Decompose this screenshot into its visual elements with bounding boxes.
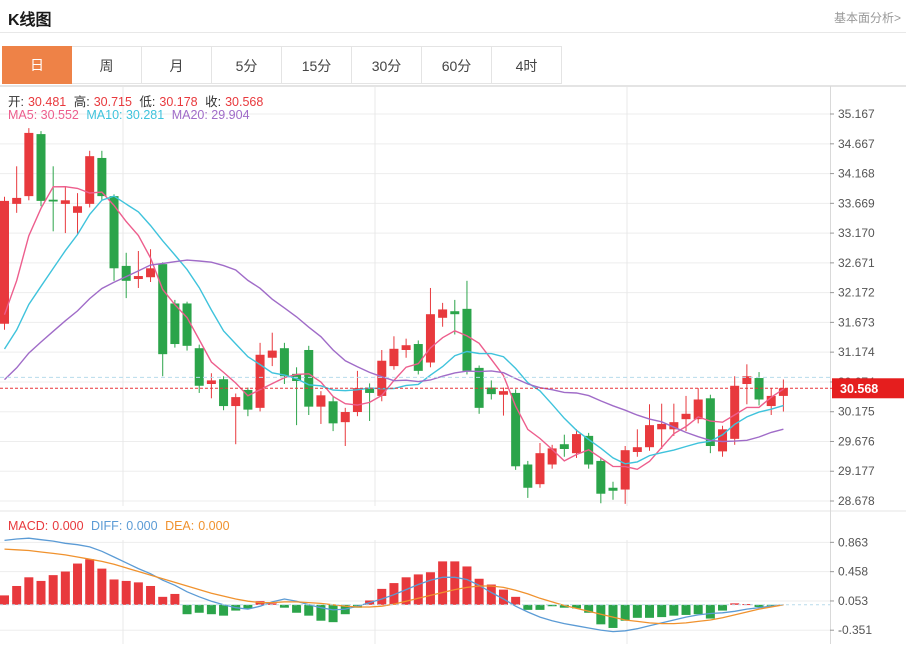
tab-15min[interactable]: 15分: [282, 46, 352, 84]
diff-label: DIFF:: [91, 519, 123, 533]
dea-value: 0.000: [198, 519, 230, 533]
chart-area: 35.167 34.667 34.168 33.669 33.170 32.671 32.1…: [0, 86, 906, 644]
close-label: 收:: [205, 95, 222, 109]
last-price-badge: 30.568: [830, 378, 904, 399]
svg-text:0.863: 0.863: [838, 535, 868, 549]
kline-chart[interactable]: 35.167 34.667 34.168 33.669 33.170 32.671 32.1…: [0, 86, 906, 644]
last-price-badge-text: 30.568: [840, 382, 878, 396]
svg-text:35.167: 35.167: [838, 107, 875, 121]
svg-text:33.669: 33.669: [838, 196, 875, 210]
ma-info-row: MA5: 30.552 MA10: 30.281 MA20: 29.904: [8, 108, 254, 122]
ma20-value: MA20: 29.904: [171, 108, 250, 122]
tab-week[interactable]: 周: [72, 46, 142, 84]
macd-histogram: [0, 559, 776, 628]
svg-text:29.177: 29.177: [838, 464, 875, 478]
high-value: 30.715: [93, 95, 132, 109]
ma5-line: [3, 185, 784, 471]
svg-text:31.174: 31.174: [838, 345, 875, 359]
y-axis: 35.167 34.667 34.168 33.669 33.170 32.671 32.1…: [830, 86, 875, 644]
diff-line: [4, 537, 784, 633]
close-value: 30.568: [225, 95, 264, 109]
macd-info-row: MACD: 0.000 DIFF: 0.000 DEA: 0.000: [8, 519, 234, 533]
tab-month[interactable]: 月: [142, 46, 212, 84]
open-label: 开:: [8, 95, 24, 109]
svg-text:29.676: 29.676: [838, 434, 875, 448]
ma20-line: [4, 259, 784, 443]
svg-text:32.172: 32.172: [838, 286, 875, 300]
ma5-value: MA5: 30.552: [8, 108, 79, 122]
reference-lines: [0, 376, 830, 606]
svg-text:31.673: 31.673: [838, 315, 875, 329]
svg-text:32.671: 32.671: [838, 256, 875, 270]
macd-label: MACD:: [8, 519, 49, 533]
candles-group: [0, 128, 788, 504]
ma10-line: [3, 195, 784, 465]
gridlines: [0, 86, 906, 644]
diff-value: 0.000: [126, 519, 158, 533]
dea-label: DEA:: [165, 519, 195, 533]
svg-text:34.667: 34.667: [838, 137, 875, 151]
svg-text:33.170: 33.170: [838, 226, 875, 240]
tab-day[interactable]: 日: [2, 46, 72, 84]
interval-tab-bar: 日周月 5分 15分 30分 60分 4时: [0, 46, 906, 86]
open-value: 30.481: [27, 95, 67, 109]
tab-4hour[interactable]: 4时: [492, 46, 562, 84]
dea-line: [4, 548, 784, 625]
last-price-badge-rect: [832, 378, 904, 399]
tab-5min[interactable]: 5分: [212, 46, 282, 84]
ma10-value: MA10: 30.281: [86, 108, 165, 122]
tab-bar-underline: [0, 85, 906, 86]
svg-text:34.168: 34.168: [838, 167, 875, 181]
fundamental-analysis-link[interactable]: 基本面分析>: [833, 11, 901, 25]
svg-text:-0.351: -0.351: [838, 623, 872, 637]
page-title: K线图: [8, 12, 52, 29]
high-label: 高:: [73, 95, 90, 109]
tab-30min[interactable]: 30分: [352, 46, 422, 84]
ohlc-info-row: 开: 30.481 高: 30.715 低: 30.178 收: 30.568: [8, 91, 267, 110]
svg-text:30.175: 30.175: [838, 405, 875, 419]
low-value: 30.178: [159, 95, 198, 109]
svg-text:0.053: 0.053: [838, 594, 868, 608]
indicator-lines: [3, 185, 784, 633]
macd-value: 0.000: [52, 519, 84, 533]
low-label: 低:: [139, 95, 156, 109]
svg-text:28.678: 28.678: [838, 494, 875, 508]
tab-60min[interactable]: 60分: [422, 46, 492, 84]
page-header: K线图 基本面分析>: [0, 0, 906, 33]
svg-text:0.458: 0.458: [838, 565, 868, 579]
